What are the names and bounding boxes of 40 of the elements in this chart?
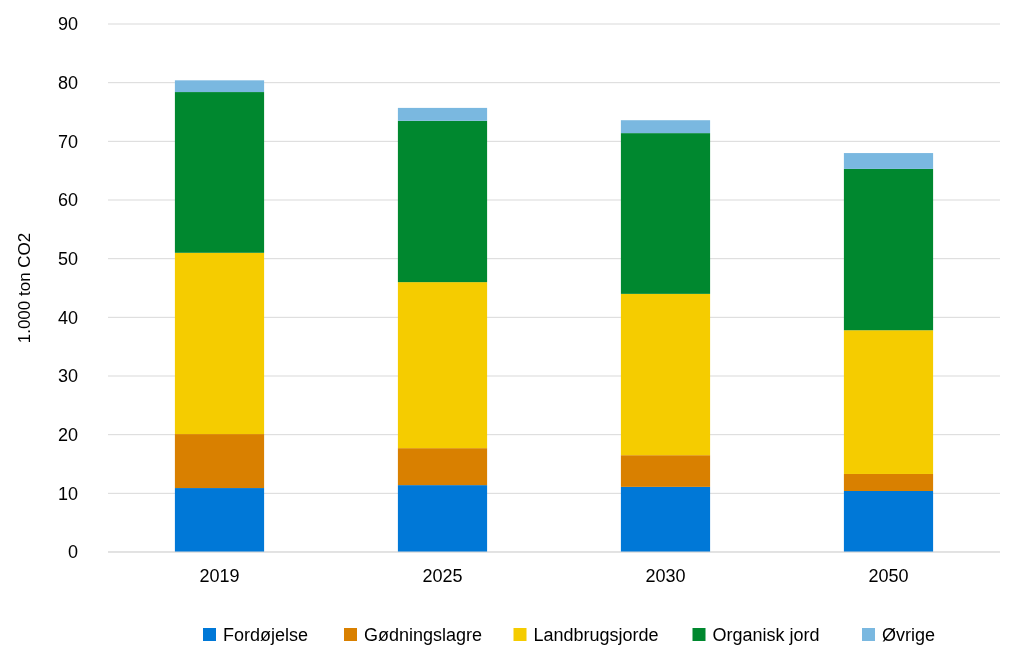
bar — [397, 282, 488, 449]
legend-label: Gødningslagre — [364, 625, 483, 645]
bar — [397, 448, 488, 486]
y-tick-label: 30 — [57, 366, 78, 387]
bar — [620, 486, 711, 552]
bar — [174, 434, 265, 489]
bar — [843, 168, 934, 331]
bar — [174, 252, 265, 435]
y-tick-label: 10 — [57, 483, 78, 504]
bar — [843, 490, 934, 552]
y-tick-label: 80 — [57, 72, 78, 93]
bar — [174, 92, 265, 253]
y-tick-label: 40 — [57, 307, 78, 328]
bar — [843, 153, 934, 169]
y-tick-label: 90 — [57, 14, 78, 35]
bar — [397, 485, 488, 552]
x-tick-label: 2019 — [199, 566, 240, 586]
x-tick-label: 2025 — [422, 566, 463, 586]
bar — [620, 455, 711, 487]
y-tick-label: 60 — [57, 190, 78, 211]
y-tick-label: 50 — [57, 248, 78, 269]
legend-label: Fordøjelse — [223, 625, 309, 645]
bar — [174, 488, 265, 552]
legend-label: Organisk jord — [712, 625, 820, 645]
y-tick-label: 0 — [67, 542, 78, 563]
x-tick-label: 2050 — [868, 566, 909, 586]
bar — [620, 120, 711, 134]
bar — [397, 107, 488, 121]
legend-label: Landbrugsjorde — [533, 625, 659, 645]
bar — [620, 293, 711, 456]
bar — [620, 133, 711, 294]
y-axis-title: 1.000 ton CO2 — [15, 232, 34, 344]
bar — [174, 80, 265, 93]
bar — [843, 473, 934, 491]
bar — [397, 120, 488, 283]
x-tick-label: 2030 — [645, 566, 686, 586]
bar — [843, 330, 934, 474]
legend-label: Øvrige — [882, 625, 936, 645]
y-tick-label: 70 — [57, 131, 78, 152]
y-tick-label: 20 — [57, 424, 78, 445]
